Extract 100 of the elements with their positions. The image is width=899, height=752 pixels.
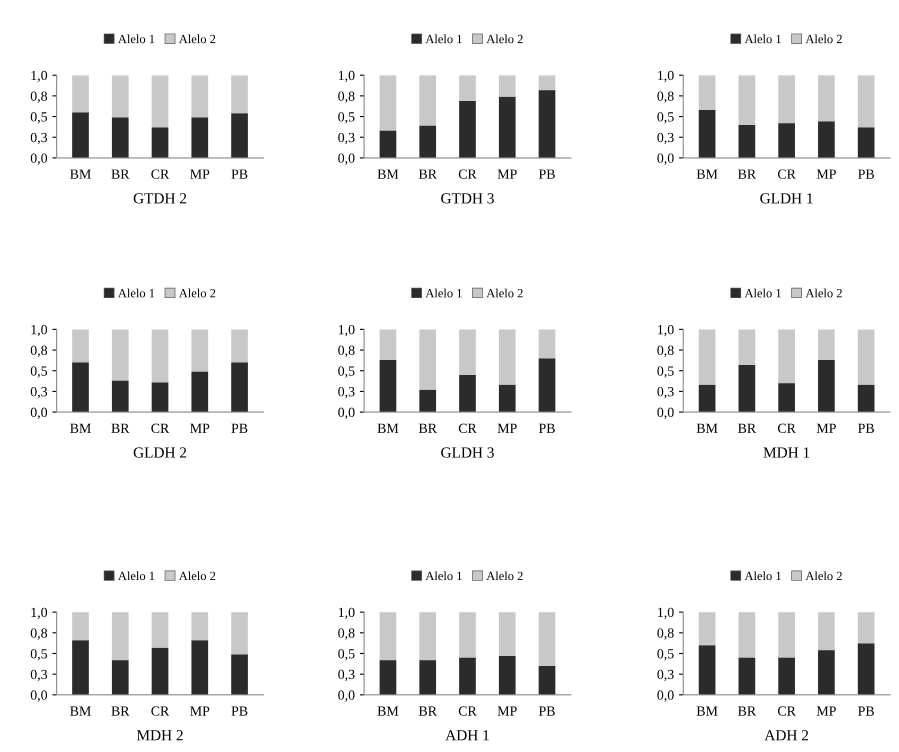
- y-tick-label: 0,3: [30, 670, 48, 682]
- y-tick-label: 0,8: [338, 628, 355, 640]
- y-tick-label: 0,5: [657, 649, 674, 660]
- legend-label: Alelo 2: [486, 288, 523, 298]
- x-tick-label: MP: [498, 170, 517, 179]
- y-tick-label: 0,0: [657, 408, 674, 420]
- y-tick-label: 0,0: [338, 154, 355, 165]
- legend-label: Alelo 1: [425, 34, 462, 44]
- x-tick-label: MP: [498, 424, 517, 433]
- bar: [231, 362, 248, 412]
- bar: [818, 329, 835, 360]
- bar: [152, 127, 168, 158]
- x-tick-label: PB: [858, 706, 874, 716]
- x-axis-title: MDH 1: [764, 447, 810, 458]
- bar: [858, 127, 874, 158]
- bar: [72, 612, 89, 640]
- legend-label: Alelo 1: [118, 34, 154, 44]
- bar: [72, 640, 89, 695]
- x-tick-label: BR: [738, 424, 756, 433]
- bar: [498, 656, 516, 695]
- bar: [191, 117, 208, 158]
- bar: [498, 612, 516, 656]
- legend-label: Alelo 2: [178, 571, 216, 580]
- y-tick-label: 0,8: [338, 346, 355, 358]
- x-tick-label: CR: [778, 706, 796, 716]
- bar: [231, 612, 248, 654]
- legend-label: Alelo 1: [425, 571, 462, 580]
- y-tick-label: 0,3: [338, 387, 355, 398]
- y-tick-label: 0,0: [657, 154, 674, 165]
- legend-label: Alelo 1: [744, 34, 781, 44]
- y-tick-label: 0,3: [30, 132, 48, 144]
- x-tick-label: CR: [458, 424, 477, 433]
- x-tick-label: PB: [538, 424, 555, 433]
- x-tick-label: CR: [458, 169, 477, 179]
- x-axis-title: GLDH 2: [134, 447, 186, 458]
- x-tick-label: MP: [190, 706, 210, 716]
- bar: [538, 612, 556, 666]
- x-tick-label: CR: [151, 706, 170, 716]
- x-tick-label: MP: [816, 170, 836, 179]
- x-tick-label: PB: [858, 170, 874, 179]
- bar: [191, 640, 208, 695]
- y-tick-label: 0,5: [30, 366, 48, 378]
- bar: [112, 612, 129, 660]
- x-tick-label: BR: [738, 170, 756, 179]
- y-tick-label: 1,0: [658, 608, 674, 620]
- x-tick-label: BM: [378, 706, 398, 716]
- legend-label: Alelo 2: [178, 34, 216, 44]
- y-tick-label: 1,0: [31, 70, 48, 82]
- y-tick-label: 0,0: [338, 690, 355, 702]
- x-tick-label: CR: [151, 424, 170, 433]
- y-tick-label: 0,0: [338, 408, 355, 420]
- x-tick-label: BM: [70, 170, 91, 179]
- bar: [459, 329, 476, 375]
- legend-label: Alelo 2: [178, 288, 216, 298]
- bar: [818, 75, 835, 122]
- bar: [459, 75, 476, 101]
- y-tick-label: 1,0: [658, 70, 674, 82]
- y-tick-label: 0,8: [30, 628, 48, 640]
- x-axis-title: ADH 1: [445, 730, 489, 740]
- legend-label: Alelo 1: [425, 288, 462, 298]
- x-tick-label: CR: [458, 706, 477, 716]
- bar: [698, 110, 716, 158]
- legend-label: Alelo 2: [486, 34, 523, 44]
- x-tick-label: BR: [111, 170, 130, 179]
- bar: [419, 660, 436, 695]
- bar: [112, 329, 129, 381]
- bar: [231, 113, 248, 158]
- x-tick-label: BM: [70, 424, 91, 433]
- bar: [459, 612, 476, 658]
- bar: [380, 130, 396, 158]
- y-tick-label: 1,0: [338, 70, 355, 82]
- y-tick-label: 0,3: [30, 387, 48, 398]
- bar: [738, 658, 756, 695]
- x-tick-label: MP: [190, 424, 210, 433]
- bar: [231, 75, 248, 114]
- legend-label: Alelo 2: [486, 571, 523, 580]
- bar: [738, 124, 756, 158]
- bar: [858, 329, 874, 385]
- x-tick-label: CR: [778, 169, 796, 179]
- y-tick-label: 1,0: [31, 608, 48, 620]
- bar: [72, 362, 89, 412]
- bar: [191, 372, 208, 412]
- x-tick-label: BR: [418, 706, 437, 716]
- x-tick-label: PB: [231, 170, 248, 179]
- bar: [858, 612, 874, 644]
- x-tick-label: BR: [418, 424, 437, 433]
- bar: [498, 329, 516, 385]
- x-tick-label: BM: [378, 424, 398, 433]
- legend-label: Alelo 2: [806, 288, 842, 298]
- bar: [738, 364, 756, 412]
- x-tick-label: BR: [111, 706, 130, 716]
- y-tick-label: 0,3: [657, 132, 674, 144]
- y-tick-label: 0,0: [30, 154, 48, 165]
- y-tick-label: 0,5: [657, 112, 674, 124]
- bar: [818, 612, 835, 650]
- bar: [112, 117, 129, 158]
- bar: [858, 644, 874, 695]
- y-tick-label: 1,0: [338, 608, 355, 620]
- y-tick-label: 0,0: [30, 408, 48, 420]
- bar: [858, 75, 874, 128]
